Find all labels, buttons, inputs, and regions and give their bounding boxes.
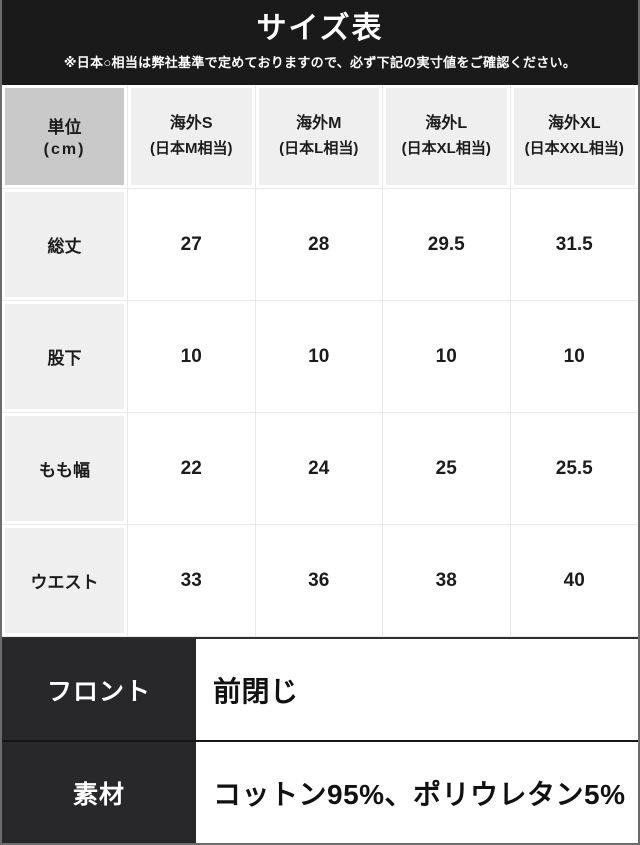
unit-header-cell: 単位 (cm) [2,85,128,189]
table-cell: 10 [255,301,383,413]
detail-label-front: フロント [2,639,196,740]
column-jp-label: (日本XL相当) [401,140,491,158]
detail-row-material: 素材 コットン95%、ポリウレタン5% [2,740,638,843]
detail-section: フロント 前閉じ 素材 コットン95%、ポリウレタン5% [2,637,638,843]
chart-header: サイズ表 ※日本○相当は弊社基準で定めておりますので、必ず下記の実寸値をご確認く… [2,0,638,85]
table-cell: 10 [383,301,511,413]
table-cell: 22 [128,413,256,525]
column-size-label: 海外XL [548,115,601,133]
size-table: 単位 (cm) 海外S (日本M相当) 海外M (日本L相当) 海外L (日本X… [2,85,638,637]
page-title: サイズ表 [256,12,384,45]
unit-sub-label: (cm) [43,141,86,159]
column-header-overseas-m: 海外M (日本L相当) [255,85,383,189]
table-cell: 31.5 [510,189,638,301]
detail-label-material: 素材 [2,742,196,843]
column-header-overseas-xl: 海外XL (日本XXL相当) [510,85,638,189]
detail-row-front: フロント 前閉じ [2,637,638,740]
column-jp-label: (日本L相当) [279,140,359,158]
table-cell: 28 [255,189,383,301]
column-header-overseas-s: 海外S (日本M相当) [128,85,256,189]
column-jp-label: (日本M相当) [150,140,233,158]
row-label-inseam: 股下 [2,301,128,413]
column-header-overseas-l: 海外L (日本XL相当) [383,85,511,189]
table-cell: 29.5 [383,189,511,301]
row-label-thigh-width: もも幅 [2,413,128,525]
header-note: ※日本○相当は弊社基準で定めておりますので、必ず下記の実寸値をご確認ください。 [63,55,577,70]
table-cell: 40 [510,525,638,637]
detail-value-front: 前閉じ [196,639,638,740]
column-size-label: 海外S [169,115,213,133]
table-cell: 33 [128,525,256,637]
table-cell: 27 [128,189,256,301]
unit-label: 単位 [47,117,82,137]
column-jp-label: (日本XXL相当) [524,140,624,158]
table-cell: 24 [255,413,383,525]
detail-value-material: コットン95%、ポリウレタン5% [196,742,638,843]
row-label-waist: ウエスト [2,525,128,637]
table-cell: 25 [383,413,511,525]
table-cell: 36 [255,525,383,637]
row-label-total-length: 総丈 [2,189,128,301]
column-size-label: 海外M [296,115,342,133]
table-cell: 10 [128,301,256,413]
table-cell: 25.5 [510,413,638,525]
column-size-label: 海外L [425,115,468,133]
table-cell: 10 [510,301,638,413]
table-cell: 38 [383,525,511,637]
